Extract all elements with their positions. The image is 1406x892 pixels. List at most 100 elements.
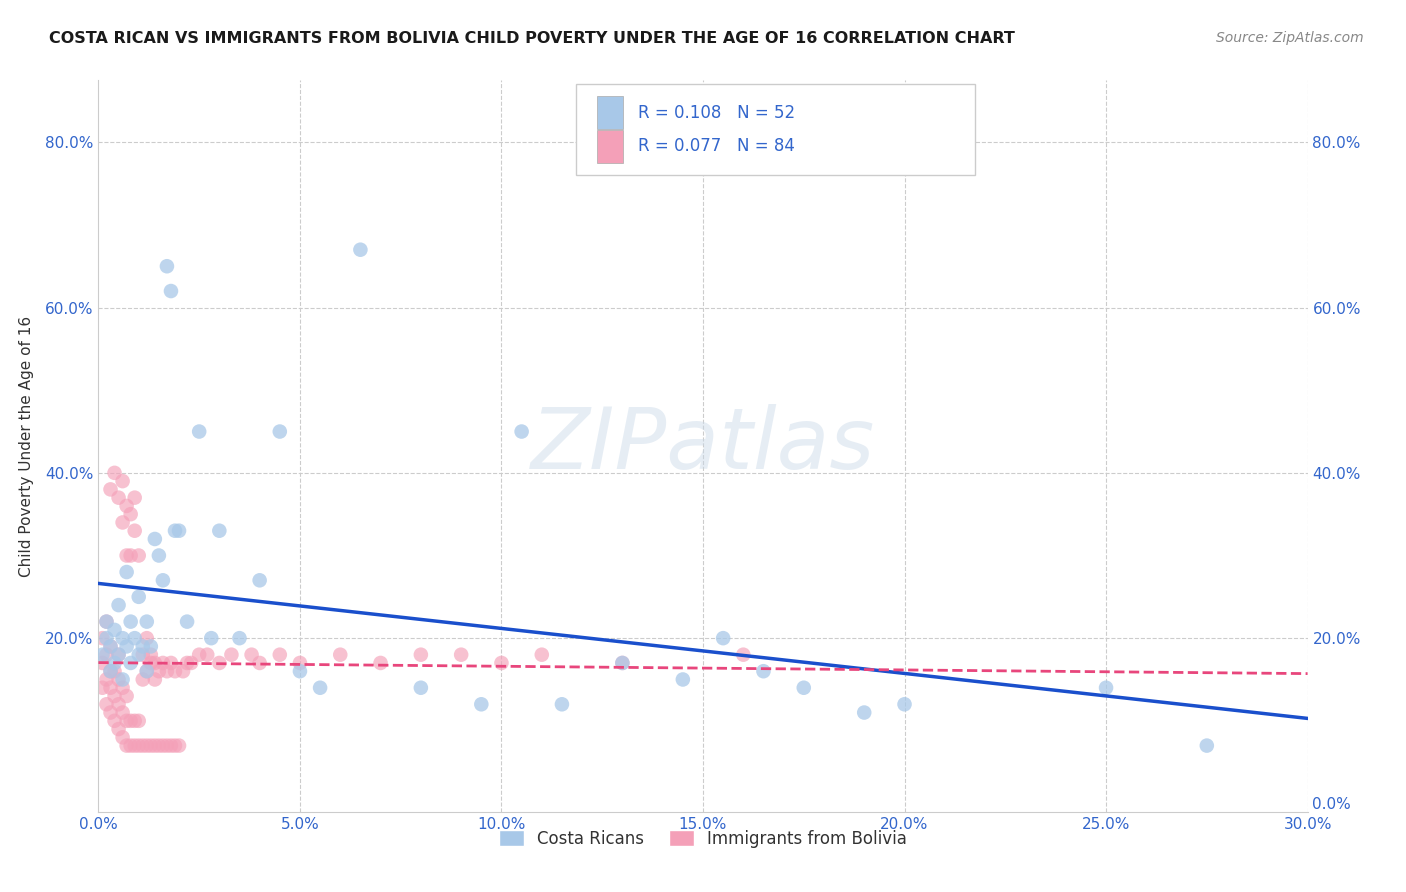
Point: [107, 648, 129, 662]
Point: [450, 648, 472, 662]
Point: [491, 656, 513, 670]
Point: [128, 648, 150, 662]
Point: [221, 648, 243, 662]
Point: [167, 739, 190, 753]
Point: [100, 640, 122, 654]
Point: [96, 648, 118, 662]
Point: [135, 631, 157, 645]
Point: [188, 648, 211, 662]
Point: [103, 623, 125, 637]
Point: [124, 524, 146, 538]
Point: [349, 243, 371, 257]
Point: [893, 698, 915, 712]
Point: [115, 739, 138, 753]
Point: [128, 739, 150, 753]
Point: [115, 565, 138, 579]
Point: [124, 491, 146, 505]
Point: [152, 739, 174, 753]
Point: [269, 425, 291, 439]
Point: [115, 499, 138, 513]
Point: [228, 631, 250, 645]
Point: [115, 714, 138, 728]
Point: [195, 648, 218, 662]
Point: [100, 706, 122, 720]
Point: [135, 664, 157, 678]
FancyBboxPatch shape: [596, 96, 623, 129]
Point: [128, 549, 150, 563]
Point: [139, 656, 162, 670]
Point: [111, 631, 134, 645]
Point: [148, 739, 170, 753]
Point: [329, 648, 352, 662]
Point: [120, 507, 142, 521]
Point: [111, 731, 134, 745]
Point: [733, 648, 755, 662]
Point: [96, 673, 118, 687]
Point: [148, 664, 170, 678]
Point: [143, 532, 166, 546]
Point: [107, 648, 129, 662]
Point: [510, 425, 533, 439]
Y-axis label: Child Poverty Under the Age of 16: Child Poverty Under the Age of 16: [18, 316, 34, 576]
Point: [163, 739, 186, 753]
Point: [139, 648, 162, 662]
Text: R = 0.077   N = 84: R = 0.077 N = 84: [638, 137, 794, 155]
Point: [120, 739, 142, 753]
Point: [91, 656, 114, 670]
Point: [288, 664, 311, 678]
Point: [143, 739, 166, 753]
Point: [111, 516, 134, 530]
Point: [111, 673, 134, 687]
Point: [132, 739, 155, 753]
Point: [612, 656, 634, 670]
Point: [103, 656, 125, 670]
Point: [176, 615, 198, 629]
Point: [1195, 739, 1218, 753]
Point: [107, 673, 129, 687]
Point: [160, 284, 183, 298]
Point: [120, 549, 142, 563]
Point: [288, 656, 311, 670]
Text: R = 0.108   N = 52: R = 0.108 N = 52: [638, 103, 794, 122]
Point: [152, 574, 174, 588]
Point: [530, 648, 553, 662]
Point: [148, 549, 170, 563]
Point: [103, 466, 125, 480]
Point: [139, 640, 162, 654]
Point: [711, 631, 734, 645]
Point: [111, 706, 134, 720]
Point: [124, 714, 146, 728]
Point: [107, 722, 129, 736]
Point: [135, 664, 157, 678]
Point: [124, 631, 146, 645]
Point: [135, 739, 157, 753]
Point: [793, 681, 815, 695]
Point: [200, 631, 222, 645]
Point: [100, 681, 122, 695]
Point: [107, 698, 129, 712]
Point: [163, 664, 186, 678]
Point: [100, 483, 122, 497]
Legend: Costa Ricans, Immigrants from Bolivia: Costa Ricans, Immigrants from Bolivia: [492, 823, 914, 855]
Point: [139, 739, 162, 753]
Point: [163, 524, 186, 538]
Point: [132, 640, 155, 654]
Point: [551, 698, 574, 712]
Point: [176, 656, 198, 670]
Text: ZIPatlas: ZIPatlas: [531, 404, 875, 488]
Point: [156, 259, 179, 273]
Point: [672, 673, 695, 687]
Point: [100, 640, 122, 654]
Point: [120, 615, 142, 629]
Point: [120, 656, 142, 670]
Point: [115, 549, 138, 563]
Text: Source: ZipAtlas.com: Source: ZipAtlas.com: [1216, 31, 1364, 45]
Point: [240, 648, 263, 662]
Point: [470, 698, 492, 712]
Point: [128, 590, 150, 604]
Point: [100, 664, 122, 678]
Text: COSTA RICAN VS IMMIGRANTS FROM BOLIVIA CHILD POVERTY UNDER THE AGE OF 16 CORRELA: COSTA RICAN VS IMMIGRANTS FROM BOLIVIA C…: [49, 31, 1015, 46]
Point: [132, 648, 155, 662]
Point: [120, 714, 142, 728]
Point: [100, 664, 122, 678]
